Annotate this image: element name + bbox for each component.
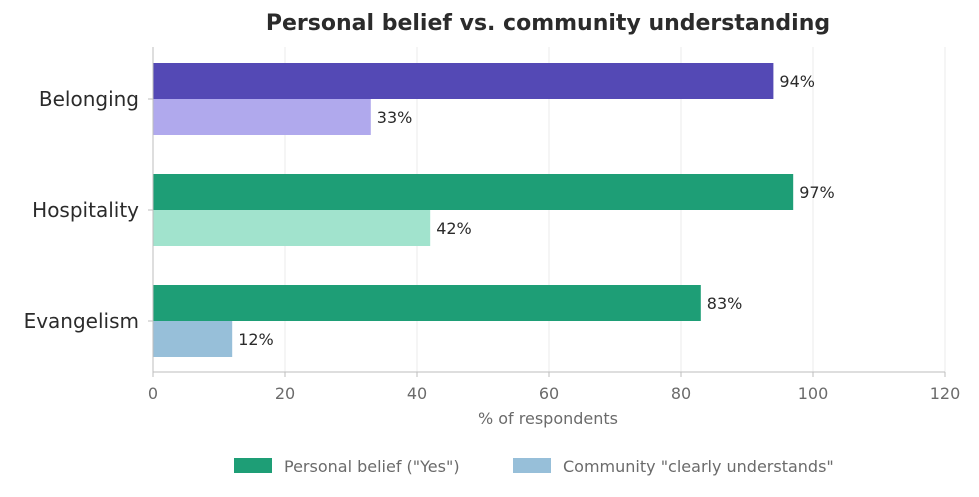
x-tick-label: 0 [148, 384, 158, 403]
axes: 0 20 40 60 80 100 120 Belonging Hospitality Evang… [24, 47, 961, 403]
legend-swatch-series-2 [513, 458, 551, 473]
x-tick-label: 80 [671, 384, 691, 403]
category-label: Hospitality [32, 198, 139, 222]
x-axis-title: % of respondents [478, 409, 618, 428]
legend-swatch-series-1 [234, 458, 272, 473]
data-label: 94% [779, 72, 815, 91]
data-label: 83% [707, 294, 743, 313]
bar-evangelism-series-2 [153, 321, 233, 357]
x-tick-label: 100 [798, 384, 829, 403]
x-tick-label: 40 [407, 384, 427, 403]
data-label: 42% [436, 219, 472, 238]
category-label: Evangelism [24, 309, 139, 333]
bar-belonging-series-2 [153, 99, 371, 135]
data-label: 12% [238, 330, 274, 349]
legend: Personal belief ("Yes") Community "clearl… [234, 457, 834, 476]
chart-title: Personal belief vs. community understand… [266, 11, 830, 36]
bar-hospitality-series-2 [153, 210, 431, 246]
category-label: Belonging [39, 87, 139, 111]
x-tick-label: 120 [930, 384, 961, 403]
legend-label: Personal belief ("Yes") [284, 457, 460, 476]
data-label: 33% [377, 108, 413, 127]
data-label: 97% [799, 183, 835, 202]
bar-belonging-series-1 [153, 63, 774, 99]
bar-hospitality-series-1 [153, 174, 794, 210]
bars: 94% 33% 97% 42% 83% 12% [153, 63, 835, 357]
legend-label: Community "clearly understands" [563, 457, 834, 476]
x-tick-label: 20 [275, 384, 295, 403]
x-tick-label: 60 [539, 384, 559, 403]
bar-evangelism-series-1 [153, 285, 701, 321]
